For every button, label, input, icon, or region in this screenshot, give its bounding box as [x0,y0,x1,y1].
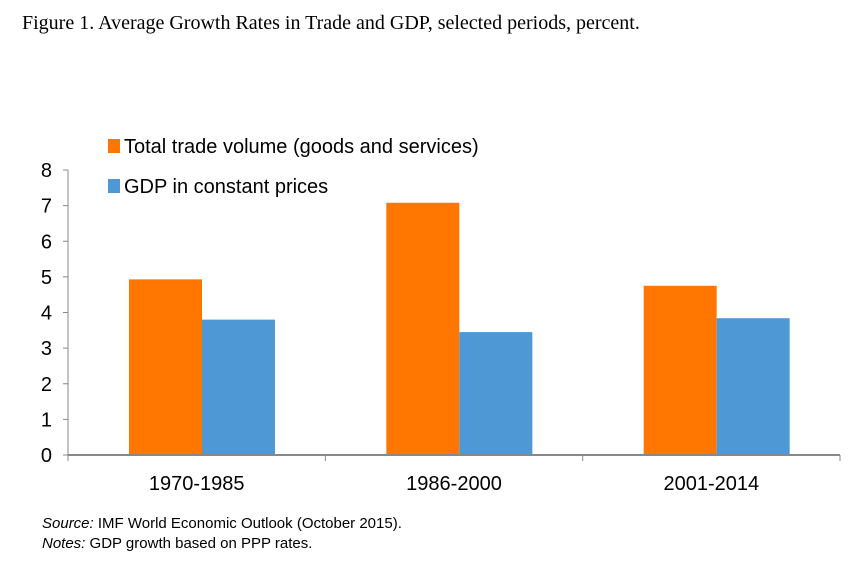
y-tick-label: 2 [41,374,52,396]
bar-gdp-1986-2000 [459,332,533,455]
y-tick-label: 3 [41,338,52,360]
y-tick-label: 1 [41,409,52,431]
x-tick-label: 1970-1985 [149,473,245,495]
bar-trade-1970-1985 [129,279,202,455]
x-tick-label: 1986-2000 [406,473,502,495]
notes-note: Notes: GDP growth based on PPP rates. [42,535,312,552]
source-note: Source: IMF World Economic Outlook (Octo… [42,515,402,532]
legend-label: GDP in constant prices [124,176,328,198]
bar-gdp-2001-2014 [716,318,790,455]
source-text: IMF World Economic Outlook (October 2015… [93,515,402,532]
legend-swatch [108,179,120,193]
y-tick-label: 5 [41,267,52,289]
bar-trade-1986-2000 [386,202,460,455]
source-label: Source: [42,515,94,532]
legend-label: Total trade volume (goods and services) [124,136,479,158]
bar-trade-2001-2014 [643,285,717,455]
x-tick-label: 2001-2014 [664,473,760,495]
y-tick-label: 0 [41,445,52,467]
y-tick-label: 6 [41,231,52,253]
y-tick-label: 4 [41,303,52,325]
y-tick-label: 7 [41,196,52,218]
y-tick-label: 8 [41,160,52,182]
figure-title: Figure 1. Average Growth Rates in Trade … [22,12,640,34]
notes-label: Notes: [42,535,86,552]
legend-swatch [108,139,120,153]
notes-text: GDP growth based on PPP rates. [85,535,313,552]
bar-gdp-1970-1985 [202,319,275,455]
